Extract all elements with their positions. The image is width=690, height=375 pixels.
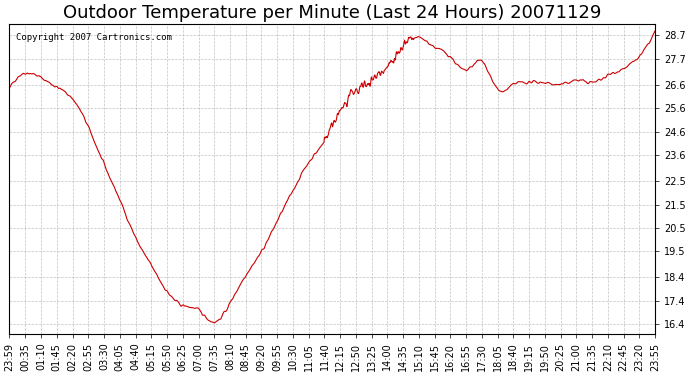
Title: Outdoor Temperature per Minute (Last 24 Hours) 20071129: Outdoor Temperature per Minute (Last 24 … (63, 4, 601, 22)
Text: Copyright 2007 Cartronics.com: Copyright 2007 Cartronics.com (16, 33, 172, 42)
